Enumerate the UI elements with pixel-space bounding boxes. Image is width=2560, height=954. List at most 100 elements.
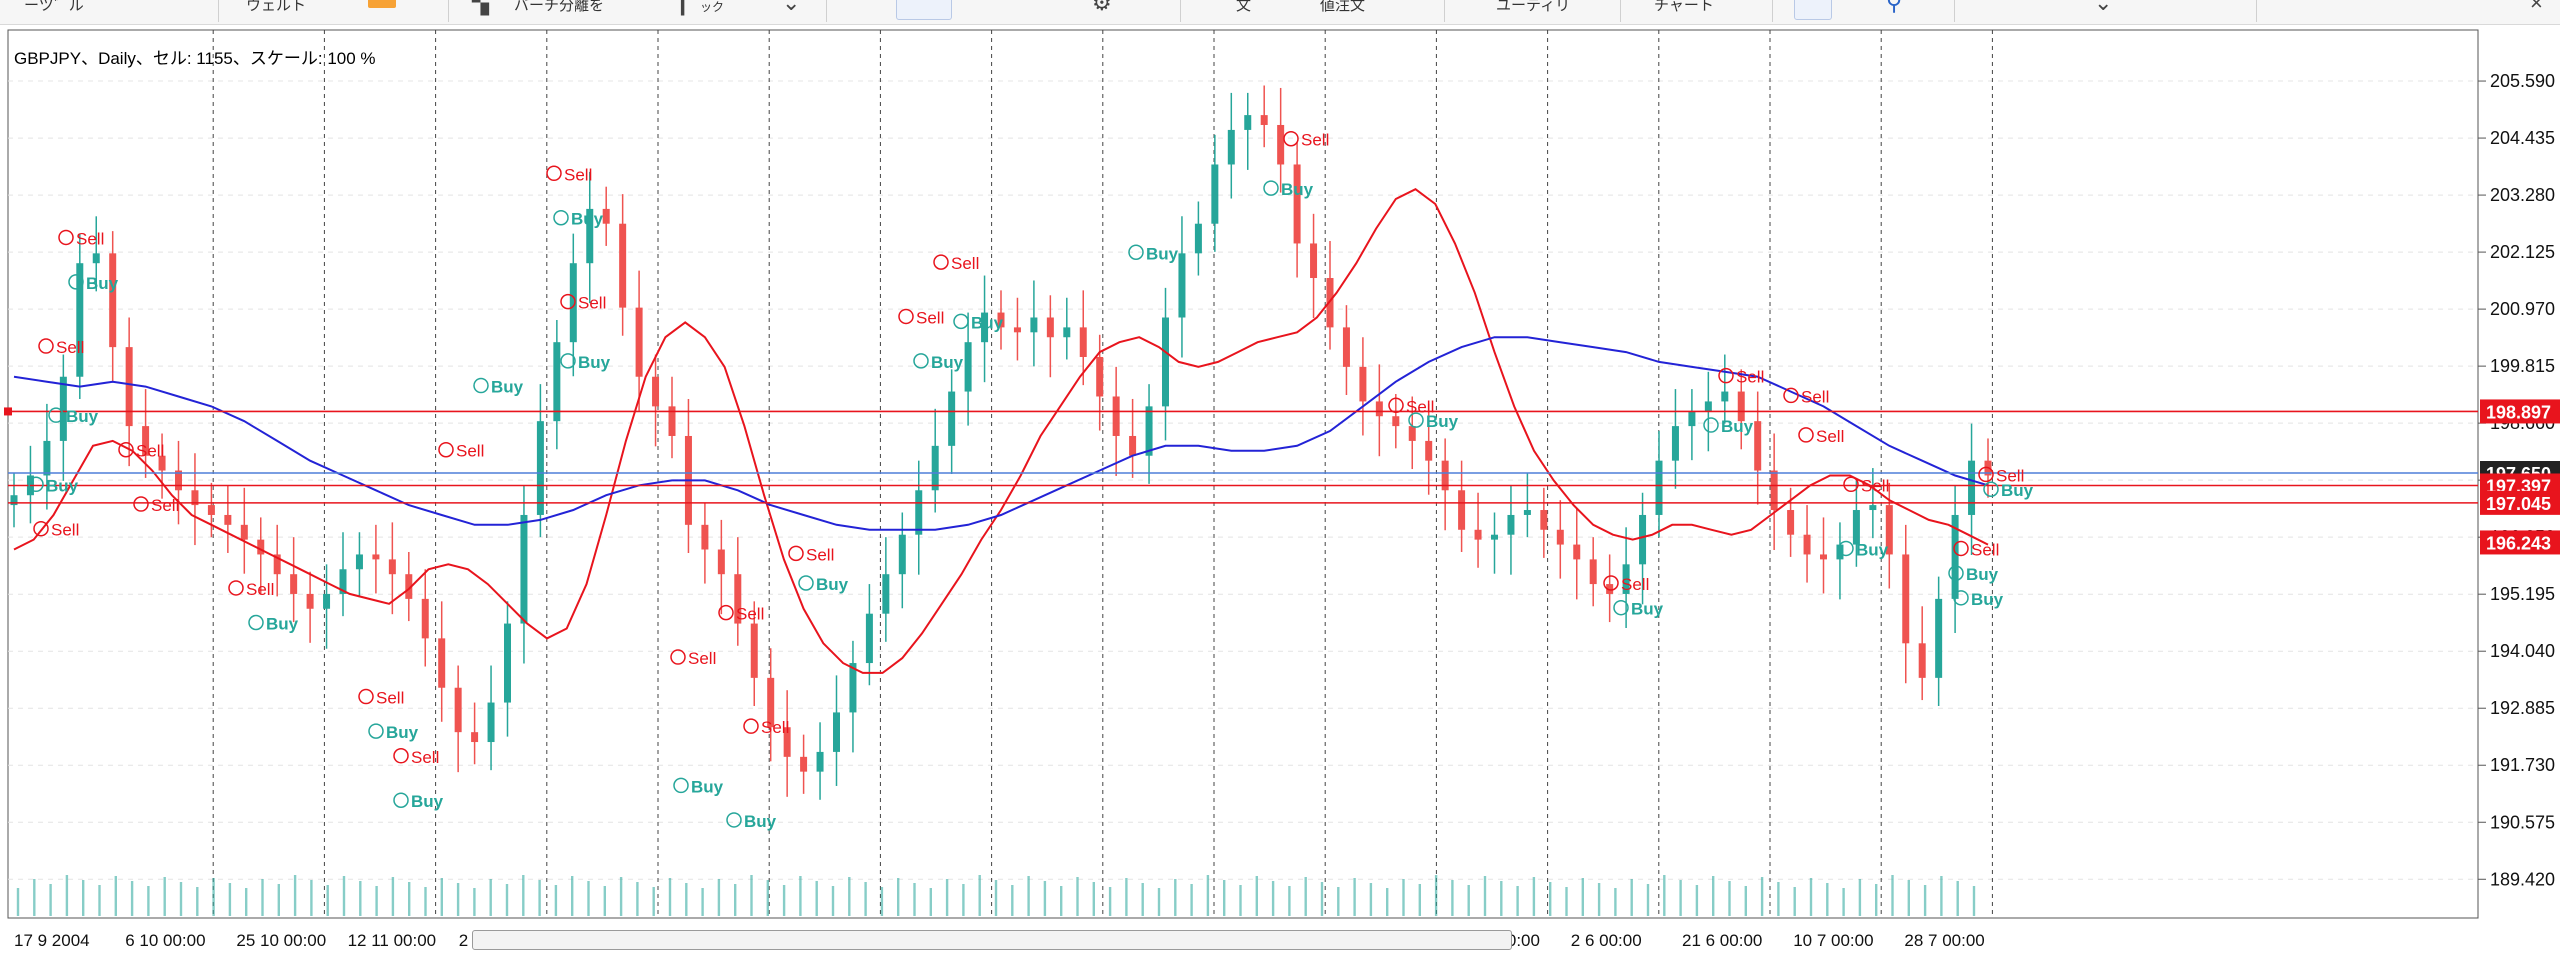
candle-body [1803,534,1811,555]
signal-label: Buy [1631,600,1664,619]
candle-body [734,574,742,624]
toolbar-separator [1772,0,1773,22]
candle-body [1260,115,1268,125]
candle-body [257,539,265,555]
price-line-handle[interactable] [4,407,12,416]
signal-label: Buy [816,575,849,594]
candlestick-icon[interactable]: ┃ [676,0,690,15]
candle-body [109,253,117,348]
signal-marker [1128,244,1144,261]
candle-body [372,554,380,560]
candle-body [1211,164,1219,224]
candle-body [421,598,429,639]
signal-label: Buy [691,777,724,796]
signal-marker [393,792,409,808]
candle-body [1721,391,1729,402]
signal-label: Buy [971,313,1004,332]
signal-label: Buy [1146,244,1179,263]
candle-body [224,514,232,525]
toolbar-utility[interactable]: ユーティリ [1496,0,1571,14]
chart-info-label: GBPJPY、Daily、セル: 1155、スケール: 100 % [14,49,376,68]
candle-body [207,505,215,515]
candle-body [142,426,150,456]
candle-body [1556,529,1564,545]
signal-label: Buy [266,614,299,633]
signal-label: Buy [1966,565,1999,584]
candle-body [1688,411,1696,427]
signal-label: Buy [2001,481,2034,500]
candle-body [652,376,660,407]
x-tick-label: 21 6 00:00 [1682,931,1762,950]
candle-body [1013,327,1021,333]
signal-label: Sell [1816,427,1844,446]
signal-marker [788,545,804,562]
candle-body [454,687,462,733]
y-tick-label: 203.280 [2490,185,2555,205]
candle-body [1918,643,1926,678]
signal-label: Sell [1801,387,1829,406]
crosshair-button[interactable] [1794,0,1832,20]
candle-body [1820,554,1827,560]
signal-label: Sell [578,294,606,313]
candle-body [1392,416,1400,427]
toolbar-limit-order[interactable]: 値注文 [1320,0,1366,14]
candle-body [43,440,51,476]
toolbar-toggle-button[interactable] [896,0,952,20]
signal-label: Buy [1426,412,1459,431]
signal-label: Buy [46,476,79,495]
toolbar-chart[interactable]: チャート [1654,0,1714,14]
signal-marker [1978,466,1994,483]
signal-label: Sell [376,689,404,708]
toolbar-bar-separate[interactable]: バーチ分離を [514,0,605,14]
candle-body [750,623,758,678]
candle-body [92,253,100,264]
toolbar-separator [218,0,219,22]
toolbar-weight[interactable]: ウェルト [246,0,307,14]
y-tick-label: 202.125 [2490,242,2555,262]
candle-body [1787,510,1795,535]
signal-label: Buy [86,274,119,293]
signal-marker [1283,130,1299,147]
candle-body [504,623,511,703]
candle-body [536,421,544,515]
signal-marker [248,614,264,631]
signal-label: Buy [1721,417,1754,436]
signal-label: Sell [1621,575,1649,594]
y-tick-label: 191.730 [2490,755,2555,775]
signal-marker [38,338,54,354]
signal-marker [118,441,134,458]
signal-label: Sell [806,545,834,564]
candle-body [59,376,67,441]
candle-body [1589,559,1597,585]
toolbar-separator [2256,0,2257,22]
chevron-down-icon[interactable]: ⌄ [2094,0,2113,15]
toolbar-order[interactable]: 文 [1236,0,1252,14]
candle-body [76,263,84,377]
chevron-down-icon[interactable]: ⌄ [782,0,801,15]
gear-icon[interactable]: ⚙ [1092,0,1112,15]
bar-chart-icon[interactable]: ▚ [472,0,489,15]
candle-body [1869,505,1877,511]
candle-body [635,307,643,377]
color-swatch[interactable] [368,0,396,8]
toolbar-chart-type[interactable]: ック [700,0,725,14]
candle-body [1655,460,1663,515]
candle-body [290,574,298,594]
signal-marker [68,274,84,290]
candle-body [1293,164,1301,244]
candle-body [273,554,281,575]
horizontal-scrollbar[interactable] [472,930,1512,950]
candle-body [1063,327,1071,338]
signal-marker [933,254,949,270]
candle-body [175,470,182,491]
close-icon[interactable]: × [2530,0,2543,15]
toolbar-separator [1954,0,1955,22]
candle-body [1227,129,1235,165]
candle-body [569,263,577,343]
price-chart[interactable]: 205.590 204.435 203.280 202.125 200.970 199.8… [0,24,2560,954]
x-tick-label: 2 6 00:00 [1571,931,1642,950]
candle-body [1375,401,1383,417]
signal-marker [718,604,734,621]
zoom-icon[interactable]: ⚲ [1886,0,1903,15]
toolbar-item-cut[interactable]: ーツ゛ル [24,0,84,14]
